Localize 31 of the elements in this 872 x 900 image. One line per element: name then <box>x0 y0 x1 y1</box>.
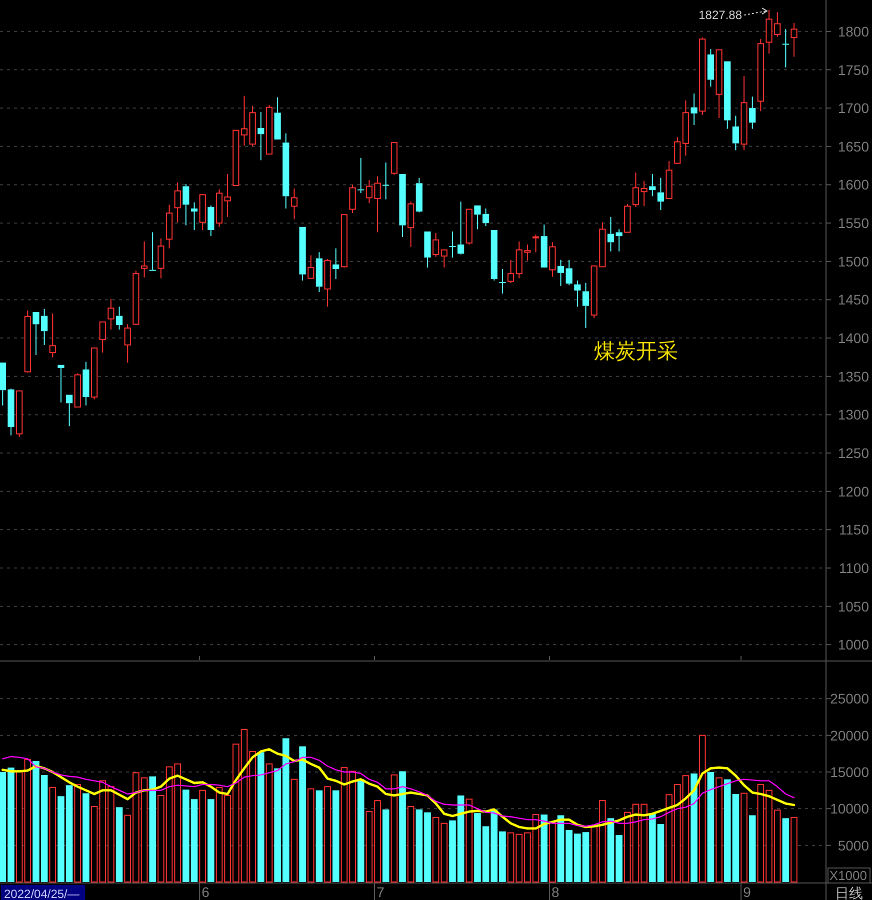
y-tick-label: 1100 <box>838 560 870 576</box>
y-tick-label: 1250 <box>838 445 870 462</box>
y-tick-label: 5000 <box>838 837 870 854</box>
y-tick-label: 1000 <box>838 636 870 653</box>
text: 2022/04/25/— <box>4 887 80 900</box>
y-tick-label: 1550 <box>838 215 870 232</box>
y-tick-label: 25000 <box>830 690 870 707</box>
y-tick-label: 1450 <box>838 292 870 308</box>
y-tick-label: 1400 <box>838 330 870 346</box>
y-tick-label: 10000 <box>830 800 870 817</box>
x-tick-label: 8 <box>552 884 560 900</box>
x-tick-label: 6 <box>202 884 210 900</box>
text: 日线 <box>835 885 863 900</box>
y-tick-label: 1600 <box>838 176 870 193</box>
text: 煤炭开采 <box>594 340 678 363</box>
annotation: 1827.88 <box>698 8 742 22</box>
x-tick-label: 7 <box>376 884 385 900</box>
y-tick-label: 1300 <box>838 406 870 423</box>
y-tick-label: 1750 <box>838 62 870 78</box>
y-tick-label: 20000 <box>830 727 870 744</box>
y-tick-label: 15000 <box>830 764 870 780</box>
y-tick-label: 1650 <box>838 138 870 154</box>
y-tick-label: 1200 <box>838 483 870 500</box>
y-tick-label: 1500 <box>838 253 870 270</box>
x-tick-label: 9 <box>743 884 752 900</box>
y-tick-label: 1150 <box>838 522 870 538</box>
y-axis-title: X1000 <box>829 868 867 883</box>
y-tick-label: 1350 <box>838 368 870 384</box>
y-tick-label: 1700 <box>838 100 870 116</box>
y-tick-label: 1800 <box>838 23 870 40</box>
y-tick-label: 1050 <box>838 598 870 614</box>
